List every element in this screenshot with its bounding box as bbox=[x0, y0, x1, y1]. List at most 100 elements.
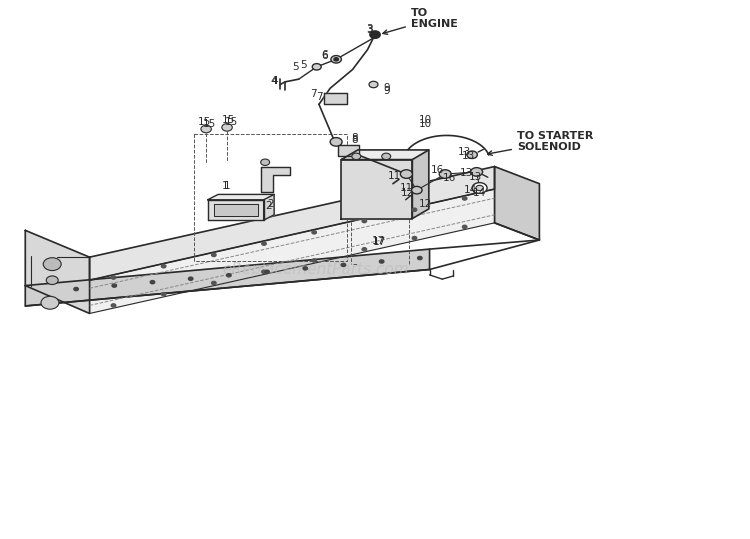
Circle shape bbox=[413, 237, 417, 240]
Text: 16: 16 bbox=[443, 174, 456, 183]
Circle shape bbox=[471, 168, 482, 176]
Text: 2: 2 bbox=[265, 201, 272, 211]
Circle shape bbox=[476, 185, 483, 191]
Polygon shape bbox=[26, 230, 89, 314]
Circle shape bbox=[111, 304, 116, 307]
Circle shape bbox=[74, 287, 78, 291]
Text: 10: 10 bbox=[419, 119, 432, 129]
Polygon shape bbox=[214, 204, 258, 216]
Circle shape bbox=[418, 257, 422, 260]
Polygon shape bbox=[324, 93, 346, 105]
Text: 4: 4 bbox=[272, 76, 278, 86]
Text: 16: 16 bbox=[431, 165, 445, 175]
Text: 11: 11 bbox=[400, 183, 413, 193]
Text: 2: 2 bbox=[267, 199, 274, 209]
Text: TO STARTER
SOLENOID: TO STARTER SOLENOID bbox=[488, 130, 593, 155]
Circle shape bbox=[150, 280, 154, 284]
Circle shape bbox=[370, 31, 380, 38]
Circle shape bbox=[211, 281, 216, 285]
Circle shape bbox=[463, 225, 467, 229]
Text: 3: 3 bbox=[367, 25, 373, 35]
Circle shape bbox=[463, 197, 467, 200]
Text: 6: 6 bbox=[322, 51, 328, 61]
Polygon shape bbox=[494, 167, 539, 240]
Polygon shape bbox=[208, 195, 274, 200]
Circle shape bbox=[312, 259, 316, 262]
Text: 8: 8 bbox=[351, 135, 358, 145]
Text: 7: 7 bbox=[316, 92, 323, 102]
Circle shape bbox=[413, 208, 417, 211]
Polygon shape bbox=[89, 189, 494, 314]
Text: 3: 3 bbox=[367, 24, 373, 34]
Text: 15: 15 bbox=[198, 117, 211, 127]
Text: 17: 17 bbox=[373, 237, 386, 247]
Text: 17: 17 bbox=[371, 236, 385, 246]
Text: 14: 14 bbox=[464, 185, 477, 195]
Text: 13: 13 bbox=[462, 151, 475, 161]
Circle shape bbox=[400, 170, 412, 178]
Circle shape bbox=[341, 264, 346, 267]
Text: 5: 5 bbox=[292, 62, 298, 72]
Circle shape bbox=[369, 81, 378, 88]
Circle shape bbox=[211, 253, 216, 257]
Text: 4: 4 bbox=[270, 76, 277, 86]
Circle shape bbox=[330, 137, 342, 146]
Circle shape bbox=[41, 296, 59, 309]
Polygon shape bbox=[262, 167, 290, 192]
Circle shape bbox=[111, 276, 116, 279]
Circle shape bbox=[265, 270, 269, 273]
Polygon shape bbox=[341, 150, 429, 160]
Circle shape bbox=[262, 242, 266, 245]
Text: eReplacementParts.com: eReplacementParts.com bbox=[222, 262, 409, 277]
Text: 1: 1 bbox=[224, 182, 230, 191]
Polygon shape bbox=[26, 249, 430, 306]
Circle shape bbox=[161, 293, 166, 296]
Circle shape bbox=[380, 260, 384, 263]
Polygon shape bbox=[89, 167, 494, 280]
Text: 11: 11 bbox=[388, 171, 401, 181]
Text: 6: 6 bbox=[321, 50, 328, 60]
Circle shape bbox=[261, 159, 270, 165]
Circle shape bbox=[467, 151, 477, 158]
Text: 13: 13 bbox=[470, 172, 482, 182]
Text: 5: 5 bbox=[300, 60, 307, 70]
Text: 9: 9 bbox=[384, 86, 390, 96]
Text: 8: 8 bbox=[351, 133, 358, 143]
Circle shape bbox=[312, 64, 321, 70]
Polygon shape bbox=[338, 145, 358, 156]
Polygon shape bbox=[413, 150, 429, 218]
Polygon shape bbox=[208, 200, 264, 220]
Circle shape bbox=[262, 270, 266, 273]
Text: 9: 9 bbox=[384, 83, 390, 93]
Text: 15: 15 bbox=[202, 119, 216, 129]
Polygon shape bbox=[341, 160, 412, 218]
Text: 12: 12 bbox=[400, 188, 414, 198]
Circle shape bbox=[112, 284, 116, 287]
Text: 15: 15 bbox=[225, 117, 238, 127]
Text: 13: 13 bbox=[458, 147, 471, 156]
Circle shape bbox=[440, 170, 452, 178]
Circle shape bbox=[201, 125, 211, 133]
Circle shape bbox=[222, 123, 232, 131]
Polygon shape bbox=[264, 195, 274, 220]
Circle shape bbox=[472, 183, 487, 194]
Text: TO
ENGINE: TO ENGINE bbox=[383, 8, 458, 34]
Circle shape bbox=[334, 58, 338, 61]
Circle shape bbox=[188, 277, 193, 280]
Circle shape bbox=[226, 274, 231, 277]
Circle shape bbox=[331, 56, 341, 63]
Text: 1: 1 bbox=[222, 182, 229, 191]
Text: 7: 7 bbox=[310, 88, 317, 99]
Circle shape bbox=[161, 265, 166, 268]
Circle shape bbox=[382, 153, 391, 160]
Text: 14: 14 bbox=[473, 188, 486, 198]
Circle shape bbox=[362, 219, 367, 223]
Text: 13: 13 bbox=[460, 168, 472, 178]
Circle shape bbox=[46, 276, 58, 285]
Text: 12: 12 bbox=[419, 199, 433, 209]
Text: 15: 15 bbox=[222, 115, 236, 126]
Circle shape bbox=[352, 153, 361, 160]
Circle shape bbox=[412, 186, 422, 194]
Circle shape bbox=[303, 267, 307, 270]
Circle shape bbox=[312, 231, 316, 234]
